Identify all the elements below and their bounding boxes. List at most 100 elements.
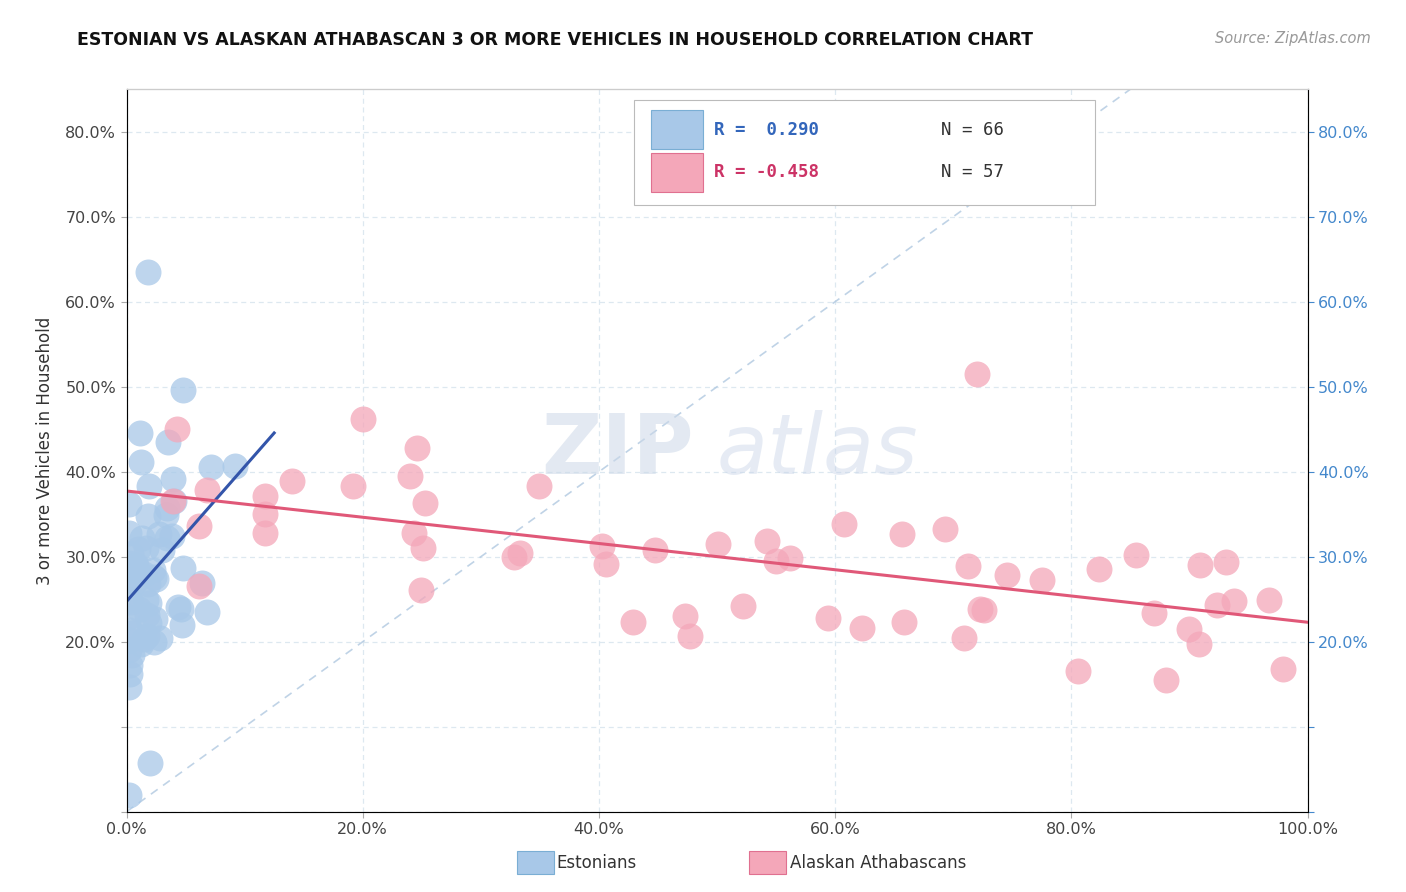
Point: [138, 509, 160, 524]
Point: [118, 788, 141, 802]
Point: [1258, 593, 1281, 607]
Point: [156, 500, 179, 515]
Point: [200, 459, 222, 474]
Point: [188, 518, 211, 533]
Point: [679, 629, 702, 643]
Point: [118, 643, 141, 657]
Point: [143, 611, 166, 625]
Point: [136, 607, 159, 622]
Point: [832, 516, 855, 531]
Point: [187, 579, 209, 593]
Point: [195, 605, 218, 619]
Point: [120, 561, 142, 575]
Point: [127, 541, 149, 556]
Point: [195, 483, 218, 497]
Point: [1067, 664, 1090, 678]
Point: [155, 508, 177, 523]
Point: [124, 558, 146, 573]
Text: Alaskan Athabascans: Alaskan Athabascans: [790, 854, 966, 871]
Y-axis label: 3 or more Vehicles in Household: 3 or more Vehicles in Household: [37, 317, 55, 584]
Text: R =  0.290: R = 0.290: [713, 120, 818, 138]
Point: [131, 455, 153, 469]
Point: [156, 434, 179, 449]
Point: [163, 494, 186, 508]
Point: [120, 547, 142, 561]
Point: [162, 493, 184, 508]
Point: [156, 531, 179, 545]
FancyBboxPatch shape: [651, 110, 703, 149]
Point: [1272, 662, 1295, 676]
Point: [118, 657, 141, 672]
Point: [125, 560, 148, 574]
Point: [281, 474, 304, 488]
Point: [148, 526, 170, 541]
Point: [121, 562, 143, 576]
Point: [132, 632, 155, 647]
Point: [191, 575, 214, 590]
Point: [118, 556, 141, 570]
Point: [893, 615, 915, 630]
Point: [404, 526, 426, 541]
Point: [162, 529, 184, 543]
Point: [124, 574, 146, 589]
Point: [139, 756, 162, 770]
Point: [731, 599, 754, 613]
Point: [595, 557, 617, 571]
Point: [707, 537, 730, 551]
Point: [120, 595, 142, 609]
Text: R = -0.458: R = -0.458: [713, 163, 818, 181]
Point: [138, 478, 160, 492]
Point: [131, 531, 153, 545]
Point: [966, 367, 988, 381]
Point: [1223, 594, 1246, 608]
Point: [765, 554, 787, 568]
Point: [170, 602, 193, 616]
Point: [527, 479, 550, 493]
FancyBboxPatch shape: [651, 153, 703, 192]
Point: [143, 635, 166, 649]
Point: [148, 631, 170, 645]
Point: [253, 508, 276, 522]
Point: [953, 631, 976, 645]
Point: [817, 611, 839, 625]
Point: [118, 680, 141, 694]
Point: [1189, 558, 1212, 573]
Point: [398, 468, 420, 483]
Text: atlas: atlas: [717, 410, 918, 491]
Point: [1188, 637, 1211, 651]
Point: [644, 543, 666, 558]
Point: [136, 576, 159, 591]
Point: [172, 384, 194, 398]
Point: [934, 522, 956, 536]
Point: [352, 412, 374, 426]
Point: [166, 422, 188, 436]
Point: [150, 543, 173, 558]
Point: [995, 568, 1018, 582]
Text: Estonians: Estonians: [557, 854, 637, 871]
Point: [412, 541, 434, 555]
Point: [118, 593, 141, 607]
Point: [145, 572, 167, 586]
Point: [253, 489, 276, 503]
Point: [851, 621, 873, 635]
Point: [1205, 599, 1227, 613]
Point: [136, 265, 159, 279]
Point: [118, 623, 141, 637]
Point: [503, 550, 526, 565]
Point: [973, 603, 995, 617]
Text: N = 57: N = 57: [942, 163, 1004, 181]
Point: [143, 570, 166, 584]
Point: [118, 610, 141, 624]
Point: [120, 667, 142, 681]
Point: [128, 426, 150, 441]
Text: ESTONIAN VS ALASKAN ATHABASCAN 3 OR MORE VEHICLES IN HOUSEHOLD CORRELATION CHART: ESTONIAN VS ALASKAN ATHABASCAN 3 OR MORE…: [77, 31, 1033, 49]
Point: [621, 615, 644, 629]
Point: [1177, 623, 1199, 637]
Point: [1125, 548, 1147, 562]
Point: [591, 539, 613, 553]
Point: [1031, 573, 1053, 587]
Text: Source: ZipAtlas.com: Source: ZipAtlas.com: [1215, 31, 1371, 46]
Point: [779, 551, 801, 566]
Point: [957, 559, 980, 574]
Point: [756, 534, 779, 549]
